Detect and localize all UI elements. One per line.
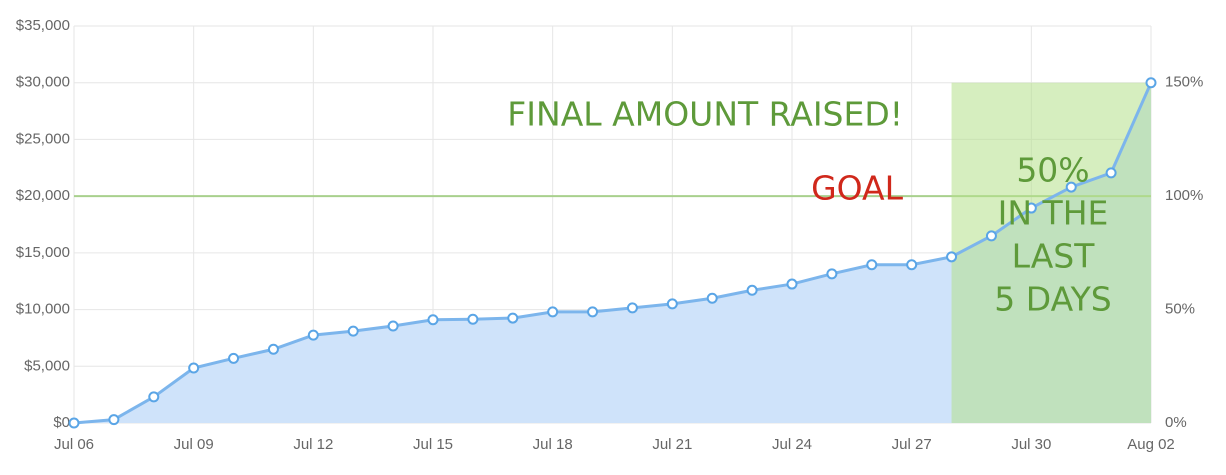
annotation-last-days: IN THE bbox=[998, 194, 1109, 233]
point bbox=[467, 313, 479, 325]
line bbox=[73, 82, 1153, 425]
x-tick-label: Aug 02 bbox=[1127, 436, 1175, 453]
y2-tick-label: 50% bbox=[1165, 301, 1195, 318]
point bbox=[985, 230, 997, 242]
point bbox=[68, 417, 80, 429]
y-tick-label: $15,000 bbox=[16, 244, 70, 261]
point bbox=[507, 312, 519, 324]
y2-tick-label: 150% bbox=[1165, 74, 1203, 91]
point bbox=[866, 259, 878, 271]
point bbox=[706, 292, 718, 304]
point bbox=[347, 325, 359, 337]
y-tick-label: $25,000 bbox=[16, 130, 70, 147]
point bbox=[108, 414, 120, 426]
y-tick-label: $10,000 bbox=[16, 301, 70, 318]
x-tick-label: Jul 30 bbox=[1011, 436, 1051, 453]
x-tick-label: Jul 15 bbox=[413, 436, 453, 453]
x-tick-label: Jul 24 bbox=[772, 436, 812, 453]
point bbox=[1105, 167, 1117, 179]
y2-tick-label: 100% bbox=[1165, 187, 1203, 204]
goal-label: GOAL bbox=[811, 169, 904, 208]
annotation-last-days: LAST bbox=[1012, 237, 1096, 276]
y-tick-label: $0 bbox=[53, 414, 70, 431]
point bbox=[1145, 77, 1157, 89]
point bbox=[626, 302, 638, 314]
highlight-band bbox=[951, 82, 1151, 423]
point bbox=[1065, 181, 1077, 193]
point bbox=[547, 306, 559, 318]
point bbox=[307, 329, 319, 341]
point bbox=[267, 343, 279, 355]
x-tick-label: Jul 12 bbox=[293, 436, 333, 453]
x-tick-label: Jul 27 bbox=[892, 436, 932, 453]
point bbox=[786, 278, 798, 290]
y-tick-label: $5,000 bbox=[24, 357, 70, 374]
point bbox=[587, 306, 599, 318]
x-tick-label: Jul 09 bbox=[174, 436, 214, 453]
point bbox=[826, 268, 838, 280]
point bbox=[746, 284, 758, 296]
y-tick-label: $35,000 bbox=[16, 17, 70, 34]
point bbox=[148, 391, 160, 403]
area bbox=[74, 82, 1151, 423]
point bbox=[666, 298, 678, 310]
point bbox=[387, 320, 399, 332]
x-tick-label: Jul 18 bbox=[533, 436, 573, 453]
point bbox=[1025, 202, 1037, 214]
annotation-last-days: 5 DAYS bbox=[994, 280, 1111, 319]
point bbox=[427, 314, 439, 326]
annotation-final: FINAL AMOUNT RAISED! bbox=[507, 95, 903, 134]
point bbox=[188, 362, 200, 374]
x-tick-label: Jul 21 bbox=[652, 436, 692, 453]
point bbox=[228, 352, 240, 364]
x-tick-label: Jul 06 bbox=[54, 436, 94, 453]
y-tick-label: $30,000 bbox=[16, 74, 70, 91]
point bbox=[906, 259, 918, 271]
point bbox=[946, 251, 958, 263]
annotation-last-days: 50% bbox=[1016, 151, 1089, 190]
y2-tick-label: 0% bbox=[1165, 414, 1187, 431]
y-tick-label: $20,000 bbox=[16, 187, 70, 204]
